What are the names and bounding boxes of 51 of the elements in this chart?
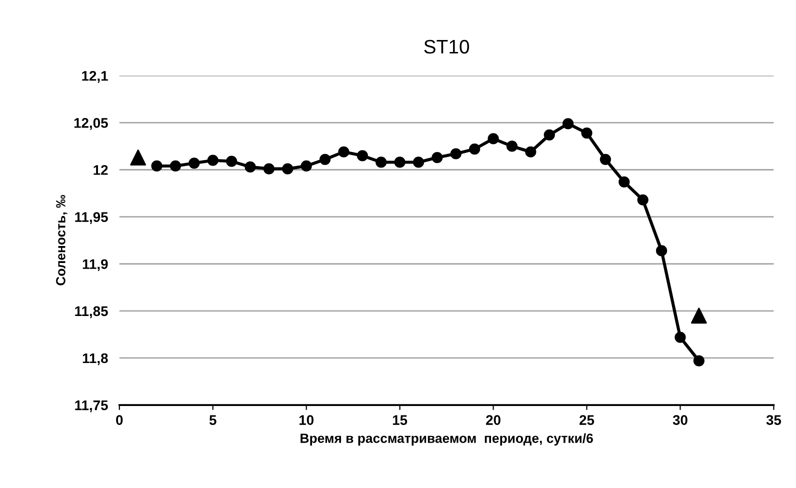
point <box>525 146 536 158</box>
point <box>319 154 331 165</box>
point <box>300 160 312 172</box>
point <box>207 154 218 166</box>
point <box>469 143 480 155</box>
point <box>226 156 238 167</box>
x-axis-title: Время в рассматриваемом периоде, сутки/6 <box>300 433 593 446</box>
point <box>506 140 518 152</box>
point <box>394 156 406 168</box>
x-tick-label: 5 <box>209 415 216 425</box>
y-tick-label: 11,95 <box>75 212 108 224</box>
x-tick-label: 25 <box>580 415 594 425</box>
point <box>170 160 182 172</box>
point <box>282 163 294 174</box>
x-tick-label: 15 <box>392 415 408 425</box>
point <box>263 163 275 174</box>
chart-title: ST10 <box>424 40 470 54</box>
y-tick-label: 12 <box>94 165 108 175</box>
point <box>432 152 443 164</box>
point <box>488 133 499 144</box>
y-tick-label: 12,05 <box>74 118 108 130</box>
point <box>450 148 462 160</box>
point <box>674 332 686 343</box>
point <box>376 156 387 168</box>
point <box>581 127 592 139</box>
x-tick-label: 20 <box>486 415 500 425</box>
y-tick-label: 11,8 <box>82 353 108 366</box>
point <box>562 118 574 130</box>
x-tick-label: 0 <box>116 415 123 425</box>
point <box>244 161 256 172</box>
point <box>656 245 668 256</box>
point <box>188 158 200 169</box>
x-tick-label: 35 <box>766 415 782 425</box>
point <box>356 150 368 162</box>
x-tick-label: 30 <box>672 415 688 425</box>
point <box>130 150 146 166</box>
point <box>690 308 707 324</box>
y-tick-label: 11,85 <box>75 306 108 318</box>
point <box>618 176 630 188</box>
point <box>544 129 555 140</box>
point <box>338 146 350 158</box>
y-tick-label: 11,75 <box>75 400 108 412</box>
y-tick-label: 12,1 <box>82 70 108 83</box>
point <box>412 156 424 168</box>
y-axis-title: Соленость, ‰ <box>56 195 68 286</box>
point <box>637 194 648 206</box>
point <box>600 154 612 165</box>
y-tick-label: 11,9 <box>82 259 108 272</box>
point <box>693 355 704 366</box>
point <box>151 160 162 172</box>
x-tick-label: 10 <box>299 415 314 425</box>
